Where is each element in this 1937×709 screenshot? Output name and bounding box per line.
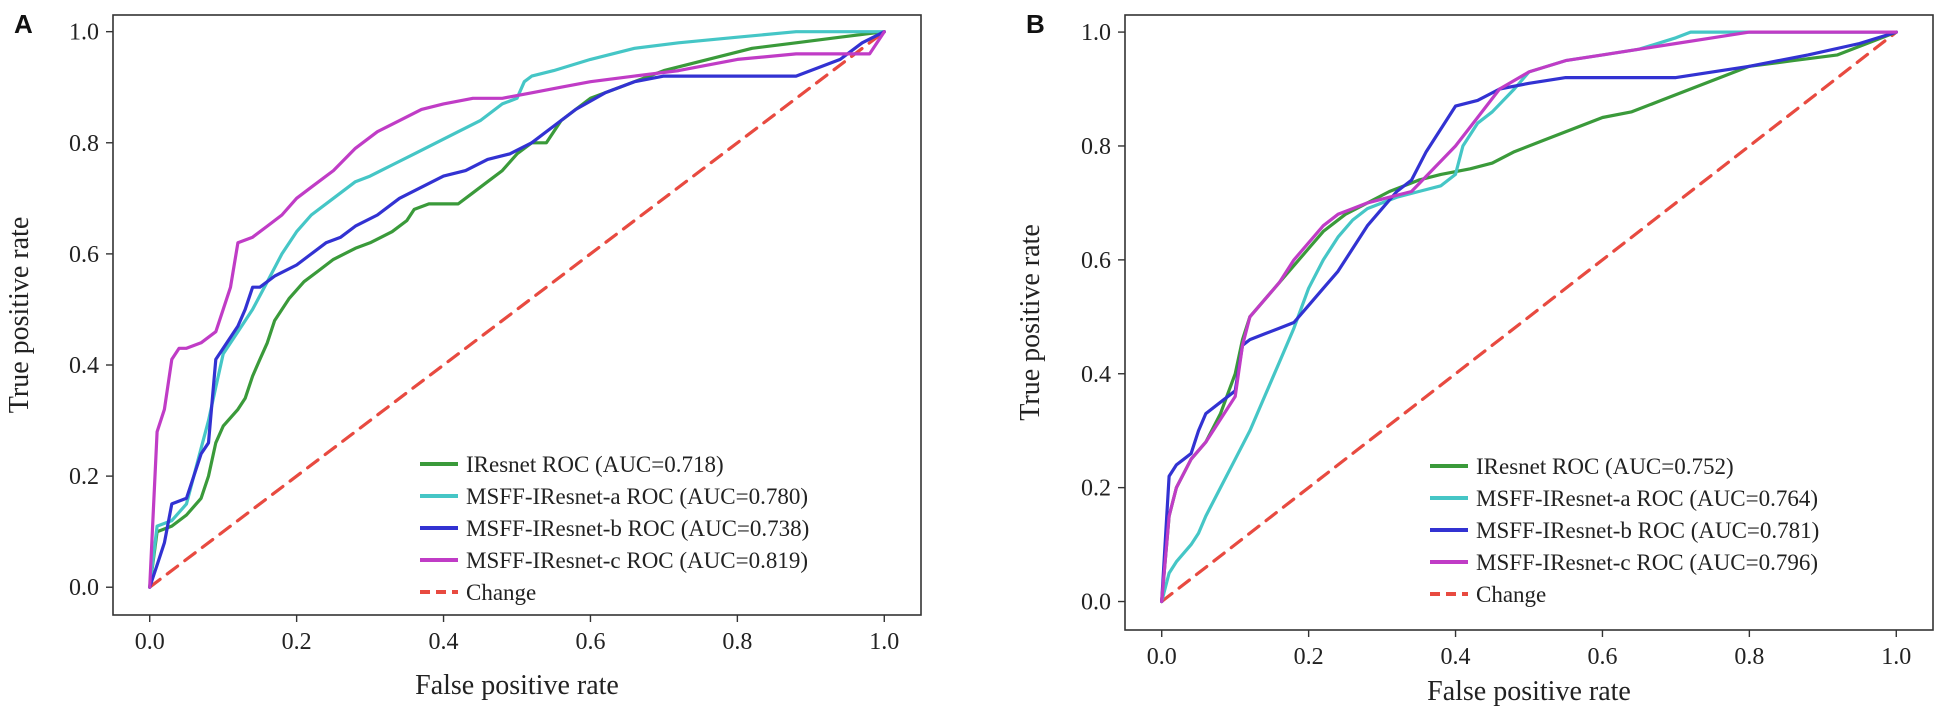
legend-entry: MSFF-IResnet-b ROC (AUC=0.781) — [1476, 518, 1819, 543]
y-tick-label: 0.4 — [69, 353, 99, 379]
series-line — [148, 30, 886, 589]
series-line — [148, 30, 886, 589]
y-tick-label: 1.0 — [1081, 20, 1111, 46]
panel-letter: B — [1026, 9, 1045, 39]
series-line — [148, 30, 886, 589]
y-tick-label: 0.8 — [1081, 134, 1111, 160]
x-axis-label: False positive rate — [415, 670, 619, 701]
y-tick-label: 0.0 — [1081, 590, 1111, 616]
y-tick-label: 0.0 — [69, 575, 99, 601]
y-tick-label: 0.6 — [69, 242, 99, 268]
legend-entry: MSFF-IResnet-a ROC (AUC=0.764) — [1476, 486, 1818, 511]
plot-frame — [1124, 14, 1934, 631]
legend-entry: MSFF-IResnet-c ROC (AUC=0.819) — [466, 548, 808, 573]
x-tick-label: 0.4 — [429, 629, 459, 655]
legend-entry: Change — [1476, 582, 1546, 607]
chart-panel-a: A 0.0 0.2 0.4 0.6 0.8 1.0 0.0 0.2 0.4 0.6 0.8 1.0 Fal… — [4, 9, 922, 701]
x-tick-label: 0.6 — [575, 629, 605, 655]
legend-entry: Change — [466, 580, 536, 605]
series-line — [1160, 30, 1898, 604]
x-tick-label: 1.0 — [869, 629, 899, 655]
legend-entry: MSFF-IResnet-b ROC (AUC=0.738) — [466, 516, 809, 541]
panel-letter: A — [14, 9, 33, 39]
series-line — [1160, 30, 1898, 604]
chart-panel-b: B 0.0 0.2 0.4 0.6 0.8 1.0 0.0 0.2 0.4 0.6 0.8 1.0 Fal… — [1015, 9, 1934, 707]
y-axis-label: True positive rate — [4, 217, 35, 414]
legend-entry: MSFF-IResnet-c ROC (AUC=0.796) — [1476, 550, 1818, 575]
x-tick-label: 0.8 — [1734, 644, 1764, 670]
plot-frame — [112, 14, 922, 616]
legend-entry: IResnet ROC (AUC=0.718) — [466, 452, 724, 477]
y-axis-label: True positive rate — [1015, 224, 1046, 421]
legend: IResnet ROC (AUC=0.752) MSFF-IResnet-a RO… — [1430, 454, 1819, 607]
x-tick-label: 0.2 — [1294, 644, 1324, 670]
series-line — [1160, 30, 1898, 604]
legend-entry: IResnet ROC (AUC=0.752) — [1476, 454, 1734, 479]
x-tick-label: 0.6 — [1587, 644, 1617, 670]
x-axis-label: False positive rate — [1427, 676, 1631, 707]
y-tick-label: 0.8 — [69, 131, 99, 157]
legend-entry: MSFF-IResnet-a ROC (AUC=0.780) — [466, 484, 808, 509]
legend: IResnet ROC (AUC=0.718) MSFF-IResnet-a RO… — [420, 452, 809, 605]
y-tick-label: 1.0 — [69, 20, 99, 46]
x-tick-label: 0.4 — [1441, 644, 1471, 670]
x-tick-label: 0.2 — [282, 629, 312, 655]
x-tick-label: 0.0 — [1147, 644, 1177, 670]
x-tick-label: 0.0 — [135, 629, 165, 655]
series-line — [148, 30, 886, 589]
x-tick-label: 1.0 — [1881, 644, 1911, 670]
y-tick-label: 0.2 — [1081, 476, 1111, 502]
y-tick-label: 0.2 — [69, 464, 99, 490]
x-tick-label: 0.8 — [722, 629, 752, 655]
y-tick-label: 0.4 — [1081, 362, 1111, 388]
y-tick-label: 0.6 — [1081, 248, 1111, 274]
